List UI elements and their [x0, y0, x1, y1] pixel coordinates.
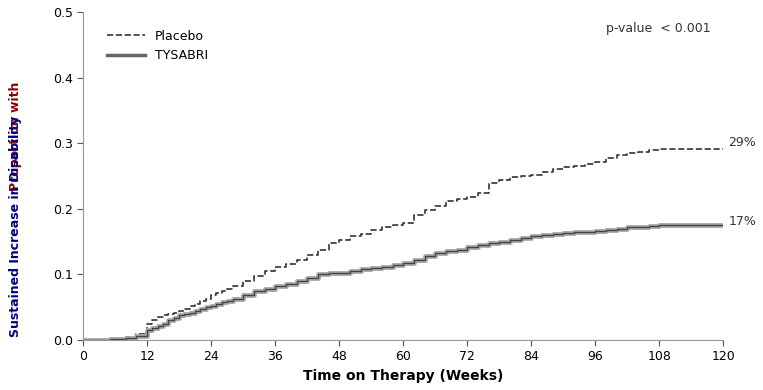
Text: p-value  < 0.001: p-value < 0.001 — [606, 22, 710, 35]
Placebo — [79, 338, 88, 342]
Placebo — [303, 252, 312, 257]
Text: 29%: 29% — [729, 136, 756, 149]
TYSABRI — [164, 318, 173, 323]
TYSABRI — [676, 222, 685, 227]
Legend: Placebo, TYSABRI: Placebo, TYSABRI — [102, 25, 213, 67]
Placebo — [676, 147, 685, 151]
Placebo — [655, 147, 664, 151]
Placebo — [175, 308, 184, 313]
Placebo — [335, 238, 344, 243]
Placebo — [719, 147, 728, 151]
TYSABRI — [665, 222, 674, 227]
Text: Proportion with: Proportion with — [8, 82, 22, 191]
TYSABRI — [719, 222, 728, 227]
Text: Sustained Increase in Disability: Sustained Increase in Disability — [8, 115, 22, 337]
Text: 17%: 17% — [729, 215, 756, 228]
TYSABRI — [175, 313, 184, 317]
Placebo — [164, 312, 173, 316]
TYSABRI — [79, 338, 88, 342]
TYSABRI — [303, 275, 312, 280]
X-axis label: Time on Therapy (Weeks): Time on Therapy (Weeks) — [303, 369, 504, 383]
Line: TYSABRI: TYSABRI — [83, 225, 723, 340]
Line: Placebo: Placebo — [83, 149, 723, 340]
TYSABRI — [335, 271, 344, 275]
Placebo — [548, 167, 557, 172]
TYSABRI — [548, 231, 557, 236]
